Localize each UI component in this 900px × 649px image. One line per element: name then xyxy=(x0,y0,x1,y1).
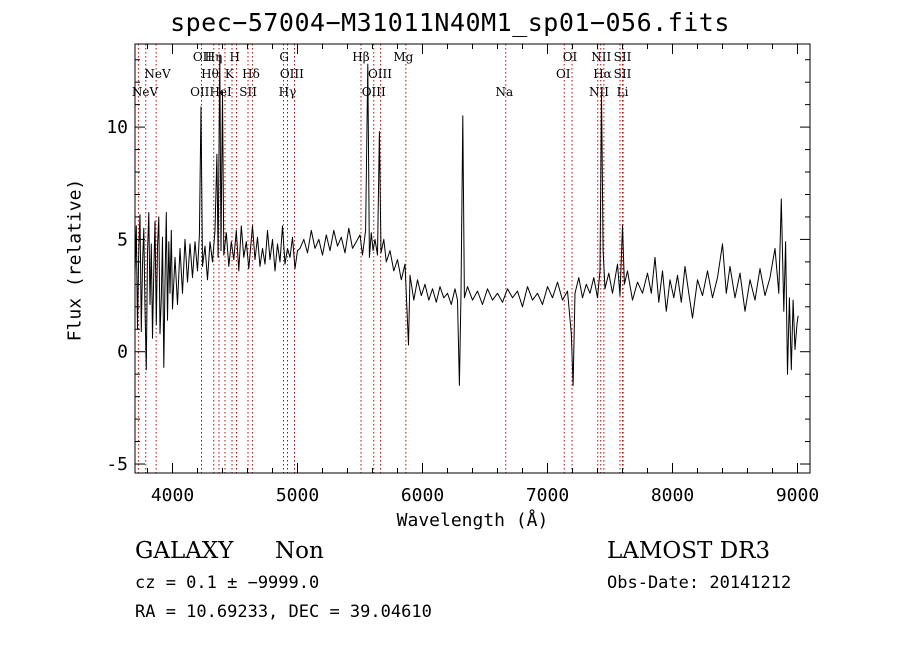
line-label: OI xyxy=(563,50,578,64)
object-class: GALAXY xyxy=(135,538,234,564)
survey-name: LAMOST DR3 xyxy=(607,538,771,564)
line-label: Hθ xyxy=(201,67,219,81)
x-tick-label: 5000 xyxy=(276,485,319,506)
line-label: SII xyxy=(614,67,632,81)
line-label: H xyxy=(230,50,240,64)
observation-date: Obs-Date: 20141212 xyxy=(607,573,792,593)
y-tick-label: 5 xyxy=(117,229,128,250)
y-axis-label: Flux (relative) xyxy=(64,178,86,342)
x-tick-label: 8000 xyxy=(651,485,694,506)
line-label: OIII xyxy=(280,67,304,81)
line-label: NII xyxy=(589,85,609,99)
line-label: OII xyxy=(190,85,210,99)
y-tick-label: 10 xyxy=(106,117,128,138)
line-label: NII xyxy=(591,50,611,64)
x-tick-label: 7000 xyxy=(526,485,569,506)
x-tick-label: 4000 xyxy=(151,485,194,506)
line-label: Mg xyxy=(393,50,413,64)
coordinates-readout: RA = 10.69233, DEC = 39.04610 xyxy=(135,602,432,622)
line-label: SII xyxy=(239,85,257,99)
x-tick-label: 9000 xyxy=(776,485,819,506)
x-axis-label: Wavelength (Å) xyxy=(396,510,549,531)
spectrum-line xyxy=(134,54,799,386)
line-label: Hδ xyxy=(242,67,260,81)
line-label: G xyxy=(279,50,289,64)
line-label: Na xyxy=(496,85,514,99)
axis-ticks xyxy=(135,44,810,473)
line-label: NeV xyxy=(144,67,171,81)
spectrum-series xyxy=(134,54,799,386)
y-tick-label: 0 xyxy=(117,342,128,363)
line-label: OIII xyxy=(362,85,386,99)
line-label: OI xyxy=(556,67,571,81)
y-tick-label: -5 xyxy=(106,454,128,475)
line-label: OII xyxy=(193,50,213,64)
line-label: OIII xyxy=(368,67,392,81)
line-label: NeV xyxy=(132,85,159,99)
line-label: Hη xyxy=(205,50,223,64)
line-label: HeI xyxy=(209,85,232,99)
object-subclass: Non xyxy=(275,538,324,564)
line-label: Li xyxy=(617,85,629,99)
chart-title: spec−57004−M31011N40M1_sp01−056.fits xyxy=(170,8,730,37)
line-label: K xyxy=(225,67,235,81)
redshift-readout: cz = 0.1 ± −9999.0 xyxy=(135,573,320,593)
line-label: Hγ xyxy=(279,85,297,99)
line-label: Hα xyxy=(593,67,612,81)
axis-tick-labels: 4000 5000 6000 7000 8000 9000 -5 0 5 10 xyxy=(106,117,819,506)
line-label: SII xyxy=(614,50,632,64)
line-label: Hβ xyxy=(352,50,369,64)
x-tick-label: 6000 xyxy=(401,485,444,506)
line-marker-group xyxy=(137,44,624,473)
